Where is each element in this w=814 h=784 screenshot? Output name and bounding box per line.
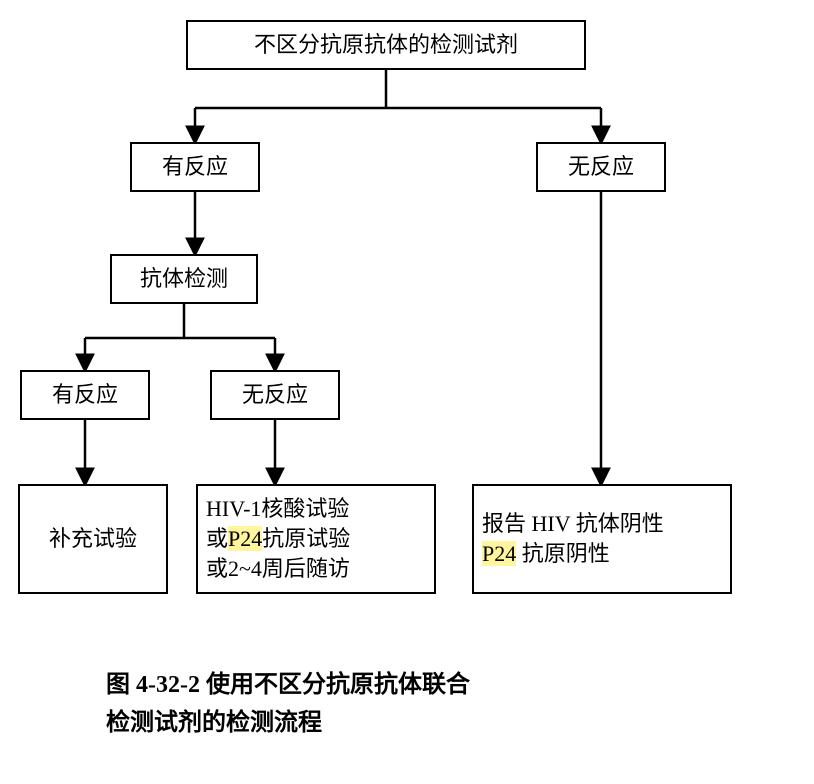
node-react1: 有反应 (130, 142, 260, 192)
node-report: 报告 HIV 抗体阴性P24 抗原阴性 (472, 484, 732, 594)
node-suppl: 补充试验 (18, 484, 168, 594)
node-antibody: 抗体检测 (110, 254, 258, 304)
node-noreact2: 无反应 (210, 370, 340, 420)
node-react2: 有反应 (20, 370, 150, 420)
figure-caption: 图 4-32-2 使用不区分抗原抗体联合检测试剂的检测流程 (106, 666, 470, 743)
node-hiv1: HIV-1核酸试验或P24抗原试验或2~4周后随访 (196, 484, 436, 594)
node-root: 不区分抗原抗体的检测试剂 (186, 20, 586, 70)
node-noreact1: 无反应 (536, 142, 666, 192)
flowchart-canvas: 不区分抗原抗体的检测试剂有反应无反应抗体检测有反应无反应补充试验HIV-1核酸试… (0, 0, 814, 784)
